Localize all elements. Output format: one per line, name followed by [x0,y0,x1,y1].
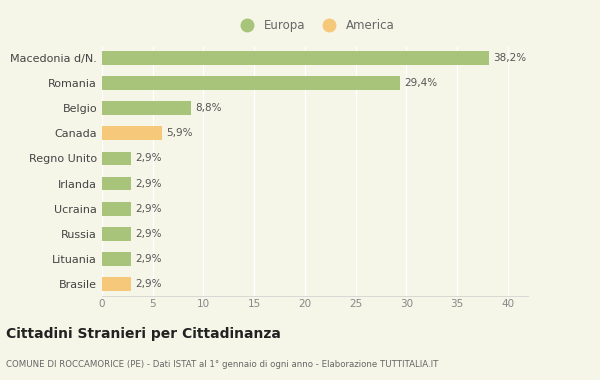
Bar [102,76,400,90]
Text: 2,9%: 2,9% [136,254,162,264]
Bar [102,252,131,266]
Text: 2,9%: 2,9% [136,154,162,163]
Text: 8,8%: 8,8% [196,103,222,113]
Legend: Europa, America: Europa, America [236,19,394,32]
Text: 2,9%: 2,9% [136,204,162,214]
Text: COMUNE DI ROCCAMORICE (PE) - Dati ISTAT al 1° gennaio di ogni anno - Elaborazion: COMUNE DI ROCCAMORICE (PE) - Dati ISTAT … [6,360,439,369]
Text: 2,9%: 2,9% [136,279,162,289]
Text: Cittadini Stranieri per Cittadinanza: Cittadini Stranieri per Cittadinanza [6,327,281,341]
Bar [102,51,490,65]
Bar [102,227,131,241]
Text: 2,9%: 2,9% [136,229,162,239]
Bar [102,127,162,140]
Text: 2,9%: 2,9% [136,179,162,188]
Text: 38,2%: 38,2% [494,53,527,63]
Bar [102,101,191,115]
Text: 29,4%: 29,4% [404,78,437,88]
Bar [102,177,131,190]
Bar [102,277,131,291]
Bar [102,202,131,215]
Bar [102,152,131,165]
Text: 5,9%: 5,9% [166,128,193,138]
